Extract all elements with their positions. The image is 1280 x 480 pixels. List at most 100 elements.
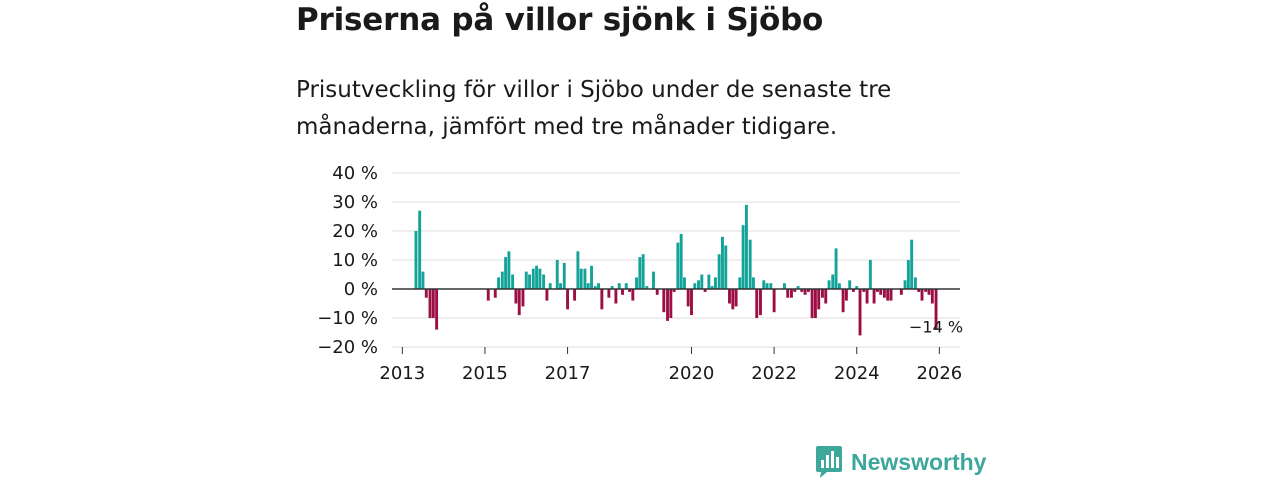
bar (586, 283, 590, 289)
bar (903, 280, 907, 289)
bar (858, 289, 862, 336)
bar (600, 289, 604, 310)
x-tick-label: 2022 (751, 363, 797, 384)
gridlines (392, 172, 960, 348)
bar (906, 260, 910, 289)
bar (886, 289, 890, 301)
bar (910, 239, 914, 289)
y-tick-label: 30 % (332, 192, 378, 213)
bar (559, 283, 562, 289)
bar (803, 289, 807, 295)
bar (566, 289, 570, 310)
bar (428, 289, 432, 318)
bar (769, 283, 773, 289)
bar (628, 289, 631, 292)
bar (920, 289, 924, 301)
bar (734, 289, 738, 307)
bar (538, 268, 542, 289)
bar (511, 274, 515, 289)
bar (631, 289, 635, 301)
bar (824, 289, 828, 304)
bar (535, 265, 539, 289)
bar (652, 271, 655, 289)
bar (514, 289, 518, 304)
bar (810, 289, 814, 318)
bar (414, 231, 418, 289)
bar (493, 289, 497, 298)
bar (666, 289, 669, 321)
annotations: −14 % (909, 318, 963, 337)
x-tick-label: 2017 (545, 363, 591, 384)
bar (782, 283, 786, 289)
bar (497, 277, 501, 289)
bar (844, 289, 848, 301)
bar (913, 277, 917, 289)
bar (717, 254, 721, 289)
bar (610, 286, 614, 289)
bar (555, 260, 559, 289)
brand-name: Newsworthy (851, 448, 987, 475)
bar (590, 265, 593, 289)
bar (435, 289, 439, 330)
bar (741, 225, 745, 289)
bar (872, 289, 876, 304)
bar (721, 236, 724, 289)
bar (772, 289, 776, 313)
bar (655, 289, 659, 295)
bar (624, 283, 628, 289)
bar (421, 271, 425, 289)
y-tick-label: 20 % (332, 221, 378, 242)
bar (899, 289, 903, 295)
bar (703, 289, 707, 292)
bar (576, 251, 580, 289)
bar (714, 277, 717, 289)
bar (528, 274, 532, 289)
bar (744, 204, 748, 289)
x-tick-label: 2015 (462, 363, 508, 384)
bar-series (414, 204, 938, 336)
bar (759, 289, 762, 316)
brand-logo: Newsworthy (815, 445, 986, 479)
chart-title: Priserna på villor sjönk i Sjöbo (296, 2, 824, 38)
bar (728, 289, 731, 304)
bar (573, 289, 577, 301)
bar (579, 268, 583, 289)
bar (424, 289, 428, 298)
bar (796, 286, 800, 289)
bar (521, 289, 525, 307)
bar (710, 286, 714, 289)
y-tick-label: −10 % (317, 308, 378, 329)
bar (500, 271, 504, 289)
bar (765, 283, 769, 289)
bar (790, 289, 793, 298)
bar (752, 277, 755, 289)
bar (820, 289, 824, 298)
bar (548, 283, 552, 289)
bar (806, 289, 810, 292)
bar (676, 242, 680, 289)
x-tick-label: 2020 (669, 363, 715, 384)
bar (927, 289, 931, 295)
chart-subtitle: Prisutveckling för villor i Sjöbo under … (296, 77, 892, 140)
bar (545, 289, 549, 301)
bar (879, 289, 883, 295)
bar (679, 233, 683, 289)
bar (690, 289, 693, 316)
bar (418, 210, 422, 289)
x-axis: 2013 2015 2017 2020 2022 2024 2026 (379, 347, 962, 384)
bar (645, 286, 649, 289)
y-tick-label: 10 % (332, 250, 378, 271)
bar (621, 289, 624, 295)
bar (748, 239, 752, 289)
bar (700, 274, 704, 289)
bar (486, 289, 490, 301)
bar (669, 289, 673, 318)
bar (793, 289, 797, 292)
bar (641, 254, 645, 289)
bar (662, 289, 666, 313)
bar (865, 289, 869, 304)
bar (731, 289, 735, 310)
bar (597, 283, 600, 289)
bar (614, 289, 618, 304)
